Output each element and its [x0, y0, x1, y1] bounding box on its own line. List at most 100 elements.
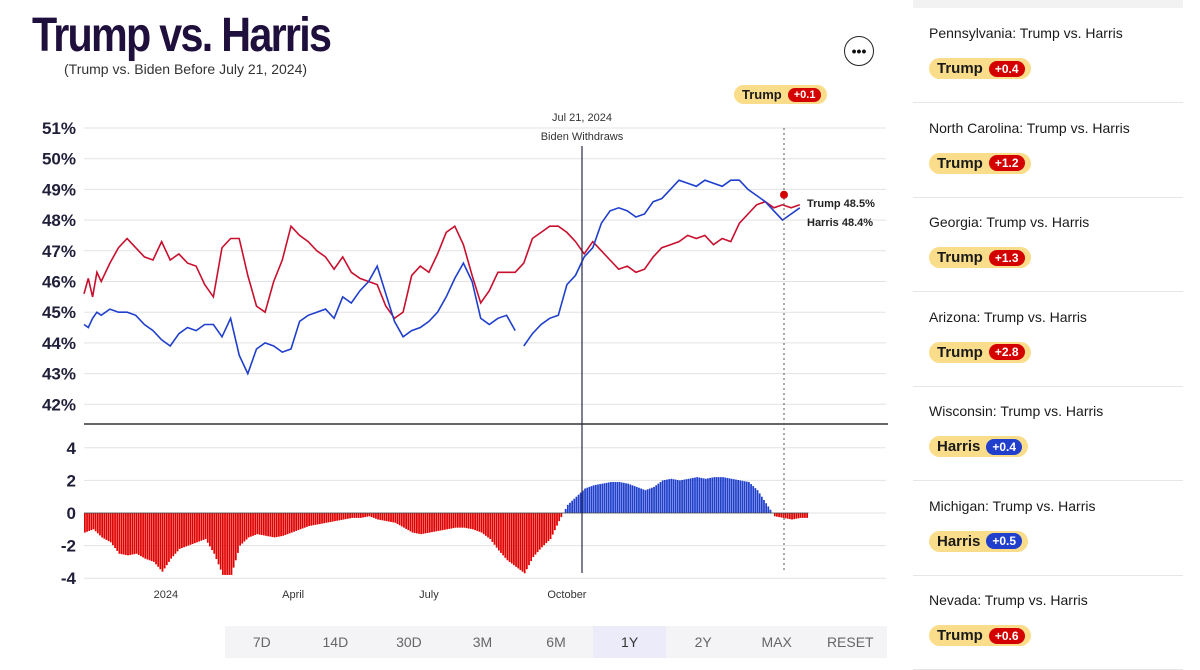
spread-bar — [355, 513, 358, 518]
state-leader-name: Trump — [937, 60, 983, 77]
spread-bar — [217, 513, 220, 565]
spread-bar — [372, 513, 375, 518]
spread-bar — [310, 513, 313, 526]
spread-bar — [700, 477, 703, 513]
y-tick-label: 42% — [42, 395, 76, 414]
spread-bar — [622, 482, 625, 513]
spread-bar — [245, 513, 248, 540]
state-card[interactable]: Nevada: Trump vs. Harris Trump +0.6 — [913, 575, 1183, 670]
spread-bar — [112, 513, 114, 546]
series-lines — [83, 179, 801, 376]
spread-bar — [258, 513, 261, 535]
range-button-2y[interactable]: 2Y — [694, 634, 712, 650]
spread-bar — [437, 513, 440, 531]
spread-bar — [150, 513, 153, 562]
spread-bar — [213, 513, 216, 554]
spread-bar — [323, 513, 326, 524]
spread-bar — [745, 481, 748, 513]
spread-bar — [420, 513, 423, 535]
spread-bar — [508, 513, 511, 562]
spread-bar — [148, 513, 151, 561]
spread-bar — [480, 513, 483, 533]
spread-bar — [765, 503, 768, 513]
spread-bar — [88, 513, 91, 531]
state-title[interactable]: North Carolina: Trump vs. Harris — [929, 119, 1130, 136]
spread-bar — [433, 513, 436, 532]
spread-bar — [758, 493, 761, 513]
range-button-14d[interactable]: 14D — [322, 634, 349, 650]
range-button-1y[interactable]: 1Y — [592, 626, 667, 658]
spread-bar — [254, 513, 257, 536]
range-button-6m[interactable]: 6M — [546, 634, 566, 650]
state-title[interactable]: Georgia: Trump vs. Harris — [929, 214, 1090, 230]
spread-bar — [435, 513, 438, 532]
page-subtitle: (Trump vs. Biden Before July 21, 2024) — [64, 61, 308, 77]
spread-bar — [267, 513, 270, 537]
spread-bar — [679, 480, 681, 513]
state-title[interactable]: Nevada: Trump vs. Harris — [929, 592, 1088, 608]
battleground-sidebar: Pennsylvania: Trump vs. Harris Trump +0.4 N… — [913, 0, 1183, 670]
spread-bar — [385, 513, 388, 522]
spread-bar — [806, 513, 808, 518]
spread-bar — [90, 513, 93, 531]
spread-bar — [610, 482, 612, 513]
series-end-labels: Trump 48.5% Harris 48.4% — [780, 128, 875, 573]
state-card[interactable]: Pennsylvania: Trump vs. Harris Trump +0.4 — [913, 8, 1183, 103]
state-card[interactable]: North Carolina: Trump vs. Harris Trump +1.… — [913, 103, 1183, 198]
spread-bar — [359, 513, 362, 518]
spread-bar — [403, 513, 405, 528]
spread-bar — [168, 513, 170, 562]
spread-bar — [204, 513, 207, 540]
spread-bar — [601, 483, 604, 513]
spread-bar — [657, 483, 660, 513]
spread-bar — [560, 513, 563, 518]
state-leader-name: Trump — [937, 154, 983, 172]
state-title[interactable]: Michigan: Trump vs. Harris — [929, 497, 1096, 514]
range-button-7d[interactable]: 7D — [252, 634, 271, 650]
state-title[interactable]: Wisconsin: Trump vs. Harris — [929, 403, 1104, 419]
spread-bar — [252, 513, 254, 536]
state-leader-name: Harris — [937, 532, 981, 550]
range-button-3m[interactable]: 3M — [472, 634, 493, 650]
state-card[interactable]: Arizona: Trump vs. Harris Trump +2.8 — [913, 292, 1183, 387]
range-button-reset[interactable]: RESET — [826, 634, 874, 650]
spread-bar — [575, 496, 578, 513]
spread-bar — [728, 478, 731, 513]
state-spread-badge: Trump +0.4 — [929, 58, 1031, 79]
state-card[interactable]: Wisconsin: Trump vs. Harris Harris +0.4 — [913, 386, 1183, 481]
state-title[interactable]: Arizona: Trump vs. Harris — [929, 308, 1087, 325]
spread-bar — [396, 513, 399, 525]
spread-bar — [502, 513, 505, 556]
state-spread-value: +1.3 — [988, 249, 1025, 266]
spread-bar — [532, 513, 535, 558]
spread-bar — [239, 513, 241, 546]
state-card[interactable]: Georgia: Trump vs. Harris Trump +1.3 — [913, 197, 1183, 292]
spread-bar — [687, 478, 690, 513]
spread-bar — [84, 513, 86, 533]
spread-bar — [379, 513, 382, 520]
x-tick-label: October — [547, 589, 586, 601]
spread-bar — [191, 513, 194, 544]
spread-bar — [219, 513, 222, 570]
spread-bar — [767, 506, 770, 513]
spread-bar — [571, 500, 573, 513]
spread-bar — [381, 513, 384, 521]
spread-bar — [724, 477, 727, 513]
y-axis: 51% 50% 49% 48% 47% 46% 45% 44% 43% 42% — [42, 119, 76, 414]
spread-bar — [493, 513, 496, 545]
spread-bar — [506, 513, 509, 561]
spread-bar — [293, 513, 295, 532]
spread-bar — [368, 513, 371, 517]
state-title[interactable]: Pennsylvania: Trump vs. Harris — [929, 25, 1123, 41]
spread-bar — [144, 513, 147, 559]
more-options-button[interactable]: ••• — [844, 36, 874, 66]
range-button-30d[interactable]: 30D — [396, 634, 422, 650]
spread-tick-label: -2 — [61, 537, 76, 556]
spread-bar — [265, 513, 267, 536]
harris-end-label: Harris 48.4% — [807, 217, 873, 229]
spread-bar — [318, 513, 321, 525]
spread-bar — [543, 513, 545, 546]
spread-bar — [120, 513, 123, 555]
range-button-max[interactable]: MAX — [761, 634, 792, 650]
state-card[interactable]: Michigan: Trump vs. Harris Harris +0.5 — [913, 481, 1183, 576]
